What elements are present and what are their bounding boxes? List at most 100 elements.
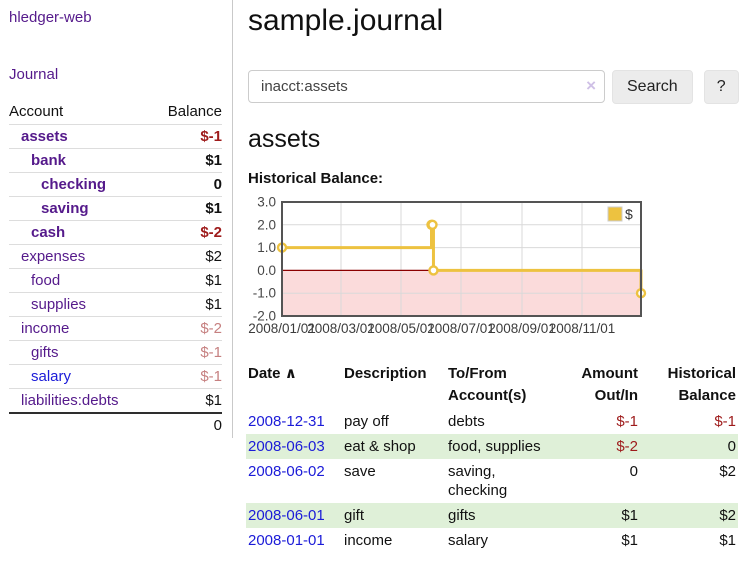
chart-heading: Historical Balance: xyxy=(248,170,384,187)
transaction-amount: $1 xyxy=(621,532,638,549)
account-link[interactable]: expenses xyxy=(21,248,86,265)
svg-text:2008/07/01: 2008/07/01 xyxy=(427,321,495,336)
account-balance: $1 xyxy=(151,388,222,413)
account-link[interactable]: income xyxy=(21,320,70,337)
balance-column-header: Balance xyxy=(167,103,222,120)
transaction-balance: $1 xyxy=(719,532,736,549)
account-balance: $-2 xyxy=(151,220,222,245)
accounts-total-balance: 0 xyxy=(151,412,222,437)
account-link[interactable]: checking xyxy=(41,176,107,193)
historical-balance-chart: 3.0 2.0 1.0 0.0 -1.0 -2.02008/01/012008/03/01… xyxy=(248,195,647,336)
account-row: income $-2 xyxy=(9,316,222,341)
amount-column-header: Amount Out/In xyxy=(581,365,638,404)
transaction-accounts: food, supplies xyxy=(448,438,541,455)
svg-text:-1.0: -1.0 xyxy=(253,286,276,301)
transaction-row[interactable]: 2008-12-31 pay off debts $-1 $-1 xyxy=(246,409,738,434)
transaction-balance: $-1 xyxy=(714,413,736,430)
account-row: gifts $-1 xyxy=(9,340,222,365)
svg-text:2008/05/01: 2008/05/01 xyxy=(367,321,435,336)
search-input[interactable] xyxy=(248,70,605,103)
svg-text:2008/11/01: 2008/11/01 xyxy=(549,321,616,336)
svg-text:2.0: 2.0 xyxy=(257,217,276,232)
svg-text:2008/01/01: 2008/01/01 xyxy=(248,321,316,336)
account-link[interactable]: liabilities:debts xyxy=(21,392,119,409)
account-balance: $1 xyxy=(151,268,222,293)
transaction-accounts: saving, checking xyxy=(448,463,508,499)
sidebar-item-journal[interactable]: Journal xyxy=(9,66,59,83)
transaction-row[interactable]: 2008-06-03 eat & shop food, supplies $-2… xyxy=(246,434,738,459)
account-link[interactable]: salary xyxy=(31,368,72,385)
svg-text:0.0: 0.0 xyxy=(257,263,276,278)
account-row: bank $1 xyxy=(9,148,222,173)
help-button[interactable]: ? xyxy=(703,70,739,104)
transaction-description: gift xyxy=(344,507,365,524)
account-balance: $2 xyxy=(151,244,222,269)
sort-ascending-icon: ∧ xyxy=(284,365,297,382)
main-content: sample.journal × Search ? assets Histori… xyxy=(246,0,742,553)
account-row: cash $-2 xyxy=(9,220,222,245)
transaction-balance: $2 xyxy=(719,507,736,524)
account-page-title: assets xyxy=(248,125,321,153)
transaction-description: income xyxy=(344,532,393,549)
account-balance: $1 xyxy=(151,148,222,173)
account-row: saving $1 xyxy=(9,196,222,221)
account-link[interactable]: food xyxy=(31,272,61,289)
account-link[interactable]: saving xyxy=(41,200,89,217)
accounts-total-row: 0 xyxy=(9,412,222,437)
transaction-date-link[interactable]: 2008-01-01 xyxy=(248,532,325,549)
account-link[interactable]: assets xyxy=(21,128,68,145)
accounts-balance-table: Account Balance assets $-1 bank $1 xyxy=(9,100,222,437)
account-balance: $-1 xyxy=(151,340,222,365)
transaction-date-link[interactable]: 2008-06-02 xyxy=(248,463,325,480)
account-balance: $-1 xyxy=(151,124,222,149)
description-column-header: Description xyxy=(344,365,427,382)
account-row: food $1 xyxy=(9,268,222,293)
app-brand-link[interactable]: hledger-web xyxy=(9,9,92,26)
transaction-amount: $1 xyxy=(621,507,638,524)
clear-search-icon[interactable]: × xyxy=(586,76,596,95)
transaction-date-link[interactable]: 2008-06-01 xyxy=(248,507,325,524)
accounts-column-header: To/From Account(s) xyxy=(448,365,527,404)
svg-text:3.0: 3.0 xyxy=(257,195,276,210)
account-row: supplies $1 xyxy=(9,292,222,317)
account-balance: $1 xyxy=(151,292,222,317)
transaction-description: save xyxy=(344,463,376,480)
transaction-date-link[interactable]: 2008-06-03 xyxy=(248,438,325,455)
transaction-amount: 0 xyxy=(629,463,638,480)
svg-text:2008/09/01: 2008/09/01 xyxy=(488,321,556,336)
transaction-balance: 0 xyxy=(727,438,736,455)
transaction-description: eat & shop xyxy=(344,438,416,455)
balance-column-header: Historical Balance xyxy=(667,365,736,404)
accounts-column-header: Account xyxy=(9,103,64,120)
svg-text:$: $ xyxy=(625,206,633,222)
journal-title: sample.journal xyxy=(248,4,444,37)
search-bar: × Search ? xyxy=(248,70,742,104)
sidebar: hledger-web Journal Account Balance asse… xyxy=(0,0,233,438)
account-row: liabilities:debts $1 xyxy=(9,388,222,413)
account-balance: 0 xyxy=(151,172,222,197)
register-table: Date ∧ Description To/From Account(s) Am… xyxy=(246,361,738,553)
account-link[interactable]: cash xyxy=(31,224,66,241)
account-link[interactable]: supplies xyxy=(31,296,87,313)
date-column-header[interactable]: Date ∧ xyxy=(248,365,297,382)
transaction-accounts: salary xyxy=(448,532,489,549)
account-balance: $-1 xyxy=(151,364,222,389)
account-row: assets $-1 xyxy=(9,124,222,149)
transaction-amount: $-2 xyxy=(616,438,638,455)
search-button[interactable]: Search xyxy=(612,70,693,104)
account-link[interactable]: gifts xyxy=(31,344,59,361)
transaction-accounts: gifts xyxy=(448,507,476,524)
transaction-row[interactable]: 2008-01-01 income salary $1 $1 xyxy=(246,528,738,553)
transaction-balance: $2 xyxy=(719,463,736,480)
transaction-row[interactable]: 2008-06-02 save saving, checking 0 $2 xyxy=(246,459,738,503)
svg-text:2008/03/01: 2008/03/01 xyxy=(307,321,375,336)
register-header-row: Date ∧ Description To/From Account(s) Am… xyxy=(246,361,738,409)
svg-text:-2.0: -2.0 xyxy=(253,309,276,324)
account-link[interactable]: bank xyxy=(31,152,67,169)
transaction-row[interactable]: 2008-06-01 gift gifts $1 $2 xyxy=(246,503,738,528)
account-balance: $-2 xyxy=(151,316,222,341)
account-row: expenses $2 xyxy=(9,244,222,269)
transaction-date-link[interactable]: 2008-12-31 xyxy=(248,413,325,430)
account-row: checking 0 xyxy=(9,172,222,197)
account-row: salary $-1 xyxy=(9,364,222,389)
